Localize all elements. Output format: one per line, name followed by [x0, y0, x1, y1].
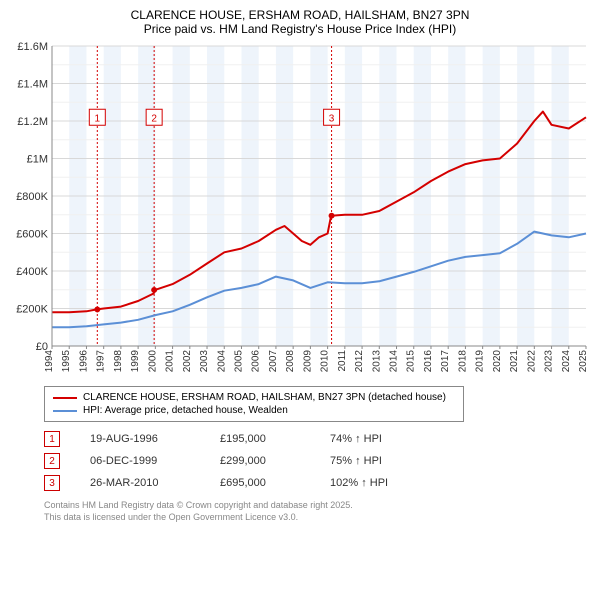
x-tick-label: 2007: [268, 350, 279, 373]
x-tick-label: 2014: [389, 350, 400, 373]
marker-row-price: £299,000: [220, 455, 300, 467]
x-tick-label: 2016: [423, 350, 434, 373]
footer-line-2: This data is licensed under the Open Gov…: [44, 512, 592, 524]
y-tick-label: £1M: [27, 154, 48, 166]
x-tick-label: 1997: [96, 350, 107, 373]
y-tick-label: £200K: [16, 304, 48, 316]
marker-dot: [329, 213, 335, 219]
marker-row-box: 2: [44, 453, 60, 469]
x-tick-label: 2002: [182, 350, 193, 373]
legend-swatch: [53, 410, 77, 412]
x-tick-label: 2013: [371, 350, 382, 373]
marker-row-hpi: 75% ↑ HPI: [330, 455, 430, 467]
x-tick-label: 2020: [492, 350, 503, 373]
legend-label: HPI: Average price, detached house, Weal…: [83, 405, 288, 416]
marker-row-hpi: 102% ↑ HPI: [330, 477, 430, 489]
title-line-2: Price paid vs. HM Land Registry's House …: [8, 22, 592, 36]
x-tick-label: 1995: [61, 350, 72, 373]
x-tick-label: 2019: [475, 350, 486, 373]
x-tick-label: 1994: [44, 350, 55, 373]
marker-row-date: 06-DEC-1999: [90, 455, 190, 467]
markers-table: 1 19-AUG-1996 £195,000 74% ↑ HPI 2 06-DEC-199…: [44, 428, 592, 494]
y-tick-label: £600K: [16, 229, 48, 241]
marker-row: 2 06-DEC-1999 £299,000 75% ↑ HPI: [44, 450, 592, 472]
x-tick-label: 2015: [406, 350, 417, 373]
x-tick-label: 2012: [354, 350, 365, 373]
x-tick-label: 2003: [199, 350, 210, 373]
chart-title-block: CLARENCE HOUSE, ERSHAM ROAD, HAILSHAM, B…: [8, 8, 592, 36]
x-tick-label: 2001: [165, 350, 176, 373]
legend-swatch: [53, 397, 77, 399]
marker-label-num: 1: [95, 113, 101, 124]
y-tick-label: £1.2M: [17, 116, 48, 128]
legend-row: HPI: Average price, detached house, Weal…: [53, 404, 455, 417]
x-tick-label: 2022: [526, 350, 537, 373]
x-tick-label: 2009: [302, 350, 313, 373]
x-tick-label: 2023: [544, 350, 555, 373]
marker-dot: [94, 306, 100, 312]
x-tick-label: 2024: [561, 350, 572, 373]
x-tick-label: 2025: [578, 350, 589, 373]
y-tick-label: £1.4M: [17, 79, 48, 91]
marker-row: 3 26-MAR-2010 £695,000 102% ↑ HPI: [44, 472, 592, 494]
marker-row-date: 19-AUG-1996: [90, 433, 190, 445]
legend: CLARENCE HOUSE, ERSHAM ROAD, HAILSHAM, B…: [44, 386, 464, 422]
marker-label-num: 2: [151, 113, 157, 124]
marker-row-hpi: 74% ↑ HPI: [330, 433, 430, 445]
y-tick-label: £800K: [16, 191, 48, 203]
price-chart: 123£0£200K£400K£600K£800K£1M£1.2M£1.4M£1…: [8, 40, 592, 380]
x-tick-label: 2021: [509, 350, 520, 373]
marker-row-date: 26-MAR-2010: [90, 477, 190, 489]
x-tick-label: 2010: [320, 350, 331, 373]
y-tick-label: £400K: [16, 266, 48, 278]
footer-attribution: Contains HM Land Registry data © Crown c…: [44, 500, 592, 523]
x-tick-label: 1998: [113, 350, 124, 373]
footer-line-1: Contains HM Land Registry data © Crown c…: [44, 500, 592, 512]
x-tick-label: 1999: [130, 350, 141, 373]
marker-row-box: 3: [44, 475, 60, 491]
marker-row-box: 1: [44, 431, 60, 447]
x-tick-label: 2008: [285, 350, 296, 373]
title-line-1: CLARENCE HOUSE, ERSHAM ROAD, HAILSHAM, B…: [8, 8, 592, 22]
marker-row-price: £695,000: [220, 477, 300, 489]
legend-row: CLARENCE HOUSE, ERSHAM ROAD, HAILSHAM, B…: [53, 391, 455, 404]
x-tick-label: 1996: [78, 350, 89, 373]
x-tick-label: 2017: [440, 350, 451, 373]
chart-container: 123£0£200K£400K£600K£800K£1M£1.2M£1.4M£1…: [8, 40, 592, 380]
x-tick-label: 2000: [147, 350, 158, 373]
marker-label-num: 3: [329, 113, 335, 124]
x-tick-label: 2004: [216, 350, 227, 373]
x-tick-label: 2006: [251, 350, 262, 373]
marker-row: 1 19-AUG-1996 £195,000 74% ↑ HPI: [44, 428, 592, 450]
x-tick-label: 2018: [457, 350, 468, 373]
x-tick-label: 2005: [233, 350, 244, 373]
y-tick-label: £1.6M: [17, 41, 48, 53]
legend-label: CLARENCE HOUSE, ERSHAM ROAD, HAILSHAM, B…: [83, 392, 446, 403]
marker-dot: [151, 287, 157, 293]
x-tick-label: 2011: [337, 350, 348, 372]
marker-row-price: £195,000: [220, 433, 300, 445]
